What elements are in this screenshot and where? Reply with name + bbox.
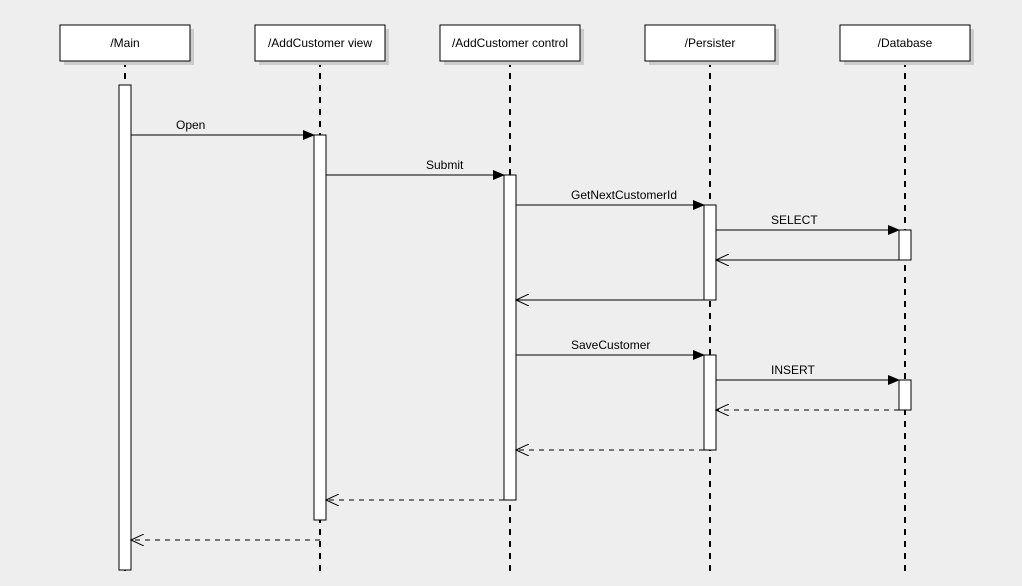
message-label: SaveCustomer <box>571 338 650 352</box>
message-label: SELECT <box>771 213 818 227</box>
message-label: INSERT <box>771 363 815 377</box>
activation-db-4 <box>899 230 911 260</box>
message-label: Submit <box>426 158 464 172</box>
message-label: Open <box>176 118 205 132</box>
activation-pers-5 <box>704 355 716 450</box>
activation-main-0 <box>119 85 131 570</box>
participant-label: /AddCustomer control <box>452 36 568 50</box>
sequence-diagram: /Main/AddCustomer view/AddCustomer contr… <box>0 0 1022 586</box>
activation-pers-3 <box>704 205 716 300</box>
activation-ctrl-2 <box>504 175 516 500</box>
participant-label: /Persister <box>685 36 736 50</box>
message-label: GetNextCustomerId <box>571 188 677 202</box>
activation-db-6 <box>899 380 911 410</box>
activation-view-1 <box>314 135 326 520</box>
participant-label: /Database <box>878 36 933 50</box>
participant-label: /AddCustomer view <box>268 36 372 50</box>
participant-label: /Main <box>110 36 139 50</box>
